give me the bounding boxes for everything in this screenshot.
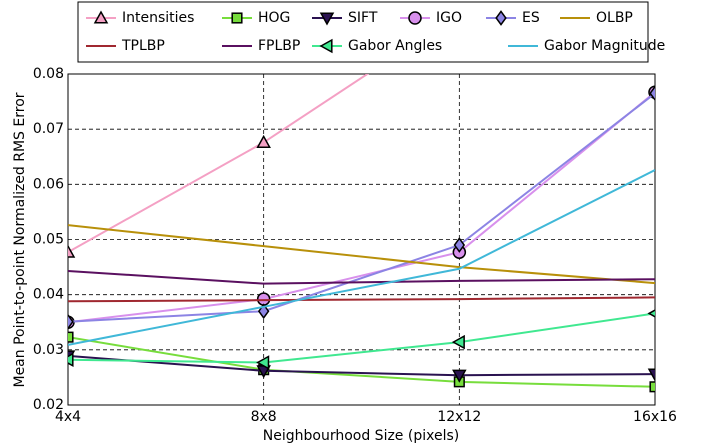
data-point <box>256 292 271 306</box>
legend-label: Gabor Angles <box>348 38 442 54</box>
legend-item: TPLBP <box>86 38 165 54</box>
legend-box <box>77 1 649 63</box>
x-tick-label: 12x12 <box>437 409 481 425</box>
data-point <box>256 355 270 370</box>
legend-label: IGO <box>436 10 462 26</box>
x-axis-label: Neighbourhood Size (pixels) <box>263 428 459 444</box>
legend-item: IGO <box>400 10 462 26</box>
x-tick-label: 4x4 <box>55 409 81 425</box>
legend-label: SIFT <box>348 10 378 26</box>
legend-marker <box>408 11 422 25</box>
legend-marker <box>231 12 243 24</box>
series-line <box>68 92 655 323</box>
data-point <box>68 313 74 330</box>
y-tick-label: 0.06 <box>33 176 64 192</box>
data-point <box>256 134 271 148</box>
data-point <box>647 309 655 318</box>
legend-item: OLBP <box>560 10 633 26</box>
x-tick-label: 8x8 <box>251 409 277 425</box>
legend-item: Intensities <box>86 10 194 26</box>
legend-marker <box>319 38 333 54</box>
y-tick-label: 0.02 <box>33 397 64 413</box>
legend-item: ES <box>486 10 540 26</box>
data-point <box>452 369 467 383</box>
legend-item: Gabor Angles <box>312 38 442 54</box>
series-line <box>68 91 655 324</box>
legend-marker <box>319 12 335 26</box>
legend-label: Gabor Magnitude <box>544 38 665 54</box>
y-tick-label: 0.07 <box>33 121 64 137</box>
data-point <box>68 352 74 368</box>
series-line <box>68 269 655 285</box>
y-tick-label: 0.08 <box>33 66 64 82</box>
data-point <box>453 237 466 253</box>
legend-label: TPLBP <box>121 38 165 54</box>
series-line <box>68 224 655 285</box>
series-line <box>68 74 370 254</box>
plot-layer <box>68 74 655 393</box>
data-point <box>647 368 655 382</box>
legend-marker <box>93 10 109 24</box>
data-point <box>649 381 655 393</box>
legend-item: FPLBP <box>222 38 300 54</box>
series-line <box>68 336 655 388</box>
legend-label: OLBP <box>596 10 633 26</box>
x-tick-label: 16x16 <box>633 409 677 425</box>
data-point <box>68 331 74 343</box>
y-axis-label: Mean Point-to-point Normalized RMS Error <box>12 92 28 387</box>
legend-label: HOG <box>258 10 290 26</box>
y-tick-label: 0.04 <box>33 287 64 303</box>
legend-label: Intensities <box>122 10 194 26</box>
series-line <box>68 296 655 303</box>
data-point <box>451 334 465 350</box>
series-line <box>68 312 655 364</box>
series-line <box>68 169 655 346</box>
y-tick-label: 0.05 <box>33 232 64 248</box>
data-point <box>68 244 76 258</box>
legend-item: HOG <box>222 10 290 26</box>
series-line <box>68 354 655 377</box>
legend-marker <box>495 10 507 26</box>
legend-item: Gabor Magnitude <box>508 38 665 54</box>
legend-label: FPLBP <box>258 38 300 54</box>
data-point <box>649 85 655 102</box>
y-tick-label: 0.03 <box>33 342 64 358</box>
legend-item: SIFT <box>312 10 378 26</box>
legend-label: ES <box>522 10 540 26</box>
